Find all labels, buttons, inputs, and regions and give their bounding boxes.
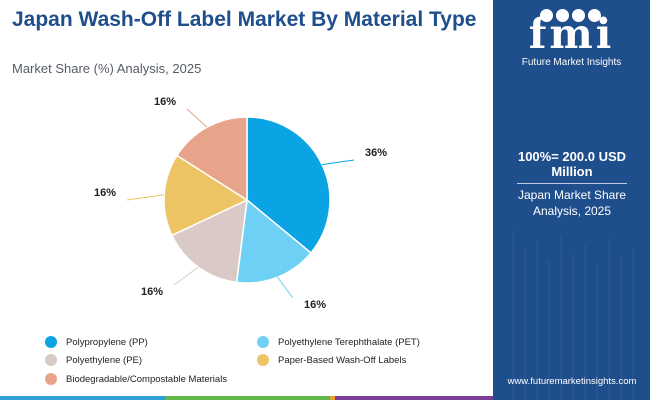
data-label-polypropylene: 36% [365, 147, 387, 159]
pie-slice-pet [235, 198, 313, 284]
logo-dot-icon [588, 9, 601, 22]
legend-label: Polyethylene Terephthalate (PET) [278, 336, 420, 348]
pie-slice-polyethylene [170, 198, 248, 284]
logo-dot-icon [540, 9, 553, 22]
chart-title: Japan Wash-Off Label Market By Material … [12, 8, 477, 31]
company-name: Future Market Insights [521, 57, 622, 68]
divider [517, 183, 627, 184]
legend-swatch [45, 373, 57, 385]
legend-label: Polypropylene (PP) [66, 336, 148, 348]
website-link[interactable]: www.futuremarketinsights.com [507, 376, 637, 387]
pie-slice-biodegradable [175, 116, 248, 202]
chart-subtitle: Market Share (%) Analysis, 2025 [12, 61, 202, 76]
legend-item-biodegradable: Biodegradable/Compostable Materials [45, 373, 227, 385]
pie-slice-paper-based [163, 154, 249, 237]
legend-item-polyethylene: Polyethylene (PE) [45, 354, 142, 366]
bar-segment-green [165, 396, 330, 400]
leader-line-biodegradable [186, 108, 208, 128]
logo-dot-icon [572, 9, 585, 22]
data-label-polyethylene: 16% [141, 286, 163, 298]
legend-item-paper-based: Paper-Based Wash-Off Labels [257, 354, 406, 366]
leader-line-polypropylene [322, 159, 355, 166]
logo-icons [540, 9, 601, 22]
fmi-logo: fmi Future Market Insights [509, 6, 634, 68]
bar-segment-orange [330, 396, 335, 400]
decorative-lines [512, 230, 634, 400]
legend-swatch [257, 336, 269, 348]
legend-swatch [45, 354, 57, 366]
legend-label: Paper-Based Wash-Off Labels [278, 354, 407, 366]
leader-line-pet [277, 276, 294, 299]
logo-dot-icon [556, 9, 569, 22]
legend-swatch [257, 354, 269, 366]
legend-item-pet: Polyethylene Terephthalate (PET) [257, 336, 420, 348]
market-description: Japan Market Share Analysis, 2025 [517, 188, 627, 218]
data-label-pet: 16% [304, 299, 326, 311]
market-total: 100%= 200.0 USD Million [517, 149, 627, 179]
pie-slice-polypropylene [246, 116, 331, 254]
data-label-biodegradable: 16% [154, 96, 176, 108]
legend-swatch [45, 336, 57, 348]
legend-label: Biodegradable/Compostable Materials [66, 373, 228, 385]
legend-label: Polyethylene (PE) [66, 354, 143, 366]
leader-line-polyethylene [173, 266, 199, 286]
data-label-paper-based: 16% [94, 187, 116, 199]
bar-segment-blue [0, 396, 165, 400]
sidebar-panel: fmi Future Market Insights 100%= 200.0 U… [493, 0, 650, 400]
legend-item-polypropylene: Polypropylene (PP) [45, 336, 148, 348]
bar-segment-purple [335, 396, 493, 400]
pie-chart: 36% 16% 16% 16% 16% [94, 96, 387, 311]
leader-line-paper-based [126, 194, 165, 201]
bottom-color-bar [0, 396, 493, 400]
